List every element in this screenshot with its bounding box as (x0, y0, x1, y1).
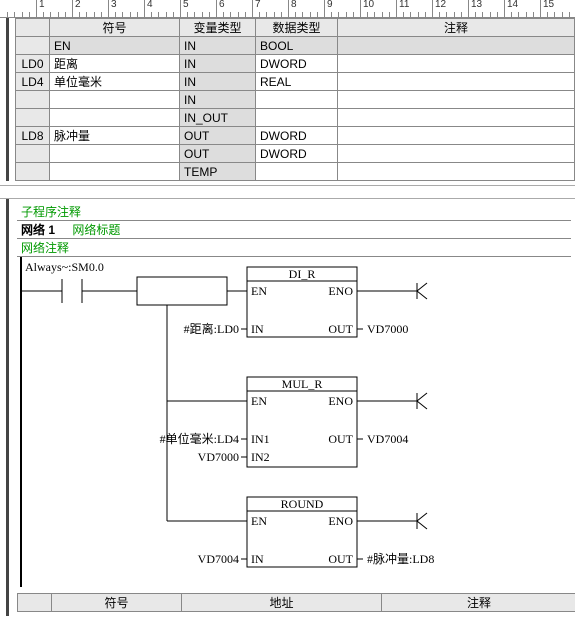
row-vartype[interactable]: IN (180, 37, 256, 55)
network-title: 网络标题 (72, 223, 120, 237)
ladder-panel: 子程序注释 网络 1 网络标题 网络注释 Always~:SM0.0DI_REN… (6, 199, 575, 616)
row-datatype[interactable]: DWORD (256, 55, 338, 73)
row-comment[interactable] (338, 55, 575, 73)
port-label: IN (251, 552, 264, 566)
ladder-bottom-header-row: 符号 地址 注释 (18, 594, 575, 612)
row-comment[interactable] (338, 145, 575, 163)
network-num: 1 (48, 223, 55, 237)
row-datatype[interactable] (256, 109, 338, 127)
row-address[interactable]: LD4 (16, 73, 50, 91)
bottom-header-comment: 注释 (382, 594, 575, 612)
port-ext-label: VD7004 (367, 432, 408, 446)
table-row[interactable]: TEMP (16, 163, 575, 181)
row-symbol[interactable] (50, 109, 180, 127)
row-symbol[interactable]: 距离 (50, 55, 180, 73)
table-row[interactable]: OUTDWORD (16, 145, 575, 163)
row-address[interactable] (16, 163, 50, 181)
block-title: DI_R (289, 267, 316, 281)
network-header[interactable]: 网络 1 网络标题 (17, 221, 571, 239)
table-row[interactable]: LD0距离INDWORD (16, 55, 575, 73)
port-label: ENO (328, 284, 353, 298)
row-datatype[interactable]: BOOL (256, 37, 338, 55)
port-ext-label: #单位毫米:LD4 (160, 431, 239, 446)
row-vartype[interactable]: OUT (180, 127, 256, 145)
port-label: EN (251, 394, 267, 408)
row-vartype[interactable]: IN (180, 55, 256, 73)
row-symbol[interactable]: EN (50, 37, 180, 55)
row-datatype[interactable] (256, 163, 338, 181)
header-comment: 注释 (338, 19, 575, 37)
row-datatype[interactable] (256, 91, 338, 109)
row-address[interactable] (16, 91, 50, 109)
header-datatype: 数据类型 (256, 19, 338, 37)
contact-label: Always~:SM0.0 (25, 260, 104, 274)
table-row[interactable]: LD4单位毫米INREAL (16, 73, 575, 91)
header-blank (16, 19, 50, 37)
row-datatype[interactable]: DWORD (256, 127, 338, 145)
table-row[interactable]: LD8脉冲量OUTDWORD (16, 127, 575, 145)
row-vartype[interactable]: TEMP (180, 163, 256, 181)
port-ext-label: VD7000 (198, 450, 239, 464)
row-comment[interactable] (338, 109, 575, 127)
block-title: MUL_R (282, 377, 323, 391)
row-symbol[interactable]: 单位毫米 (50, 73, 180, 91)
row-vartype[interactable]: OUT (180, 145, 256, 163)
bottom-blank (18, 594, 52, 612)
variable-table: 符号 变量类型 数据类型 注释 ENINBOOLLD0距离INDWORDLD4单… (15, 18, 575, 181)
bottom-header-addr: 地址 (182, 594, 382, 612)
variable-table-panel: 符号 变量类型 数据类型 注释 ENINBOOLLD0距离INDWORDLD4单… (6, 18, 575, 181)
port-label: EN (251, 284, 267, 298)
row-vartype[interactable]: IN (180, 91, 256, 109)
panel-divider[interactable] (0, 185, 575, 199)
row-symbol[interactable] (50, 145, 180, 163)
row-symbol[interactable] (50, 91, 180, 109)
row-comment[interactable] (338, 127, 575, 145)
port-label: OUT (328, 322, 353, 336)
network-comment[interactable]: 网络注释 (17, 239, 571, 257)
horizontal-ruler: 12345678910111213141516 (0, 0, 575, 18)
port-label: OUT (328, 432, 353, 446)
ladder-diagram: Always~:SM0.0 DI_R EN ENO IN #距离:LD0 OUT VD7000… (17, 257, 569, 587)
row-datatype[interactable]: REAL (256, 73, 338, 91)
variable-table-header-row: 符号 变量类型 数据类型 注释 (16, 19, 575, 37)
row-comment[interactable] (338, 37, 575, 55)
port-label: EN (251, 514, 267, 528)
network-label: 网络 (21, 223, 45, 237)
row-address[interactable] (16, 145, 50, 163)
port-label: ENO (328, 514, 353, 528)
row-vartype[interactable]: IN_OUT (180, 109, 256, 127)
row-comment[interactable] (338, 73, 575, 91)
block-title: ROUND (281, 497, 324, 511)
row-address[interactable] (16, 37, 50, 55)
port-ext-label: VD7000 (367, 322, 408, 336)
table-row[interactable]: IN_OUT (16, 109, 575, 127)
port-label: IN2 (251, 450, 270, 464)
header-symbol: 符号 (50, 19, 180, 37)
row-symbol[interactable]: 脉冲量 (50, 127, 180, 145)
port-ext-label: VD7004 (198, 552, 239, 566)
row-comment[interactable] (338, 91, 575, 109)
port-label: IN1 (251, 432, 270, 446)
bottom-header-symbol: 符号 (52, 594, 182, 612)
row-address[interactable] (16, 109, 50, 127)
subroutine-comment[interactable]: 子程序注释 (17, 203, 571, 221)
port-label: OUT (328, 552, 353, 566)
ladder-bottom-table: 符号 地址 注释 (17, 593, 575, 612)
table-row[interactable]: IN (16, 91, 575, 109)
row-address[interactable]: LD0 (16, 55, 50, 73)
port-ext-label: #距离:LD0 (184, 321, 239, 336)
header-vartype: 变量类型 (180, 19, 256, 37)
table-row[interactable]: ENINBOOL (16, 37, 575, 55)
port-label: ENO (328, 394, 353, 408)
row-symbol[interactable] (50, 163, 180, 181)
row-datatype[interactable]: DWORD (256, 145, 338, 163)
row-comment[interactable] (338, 163, 575, 181)
port-ext-label: #脉冲量:LD8 (367, 551, 434, 566)
row-vartype[interactable]: IN (180, 73, 256, 91)
port-label: IN (251, 322, 264, 336)
row-address[interactable]: LD8 (16, 127, 50, 145)
